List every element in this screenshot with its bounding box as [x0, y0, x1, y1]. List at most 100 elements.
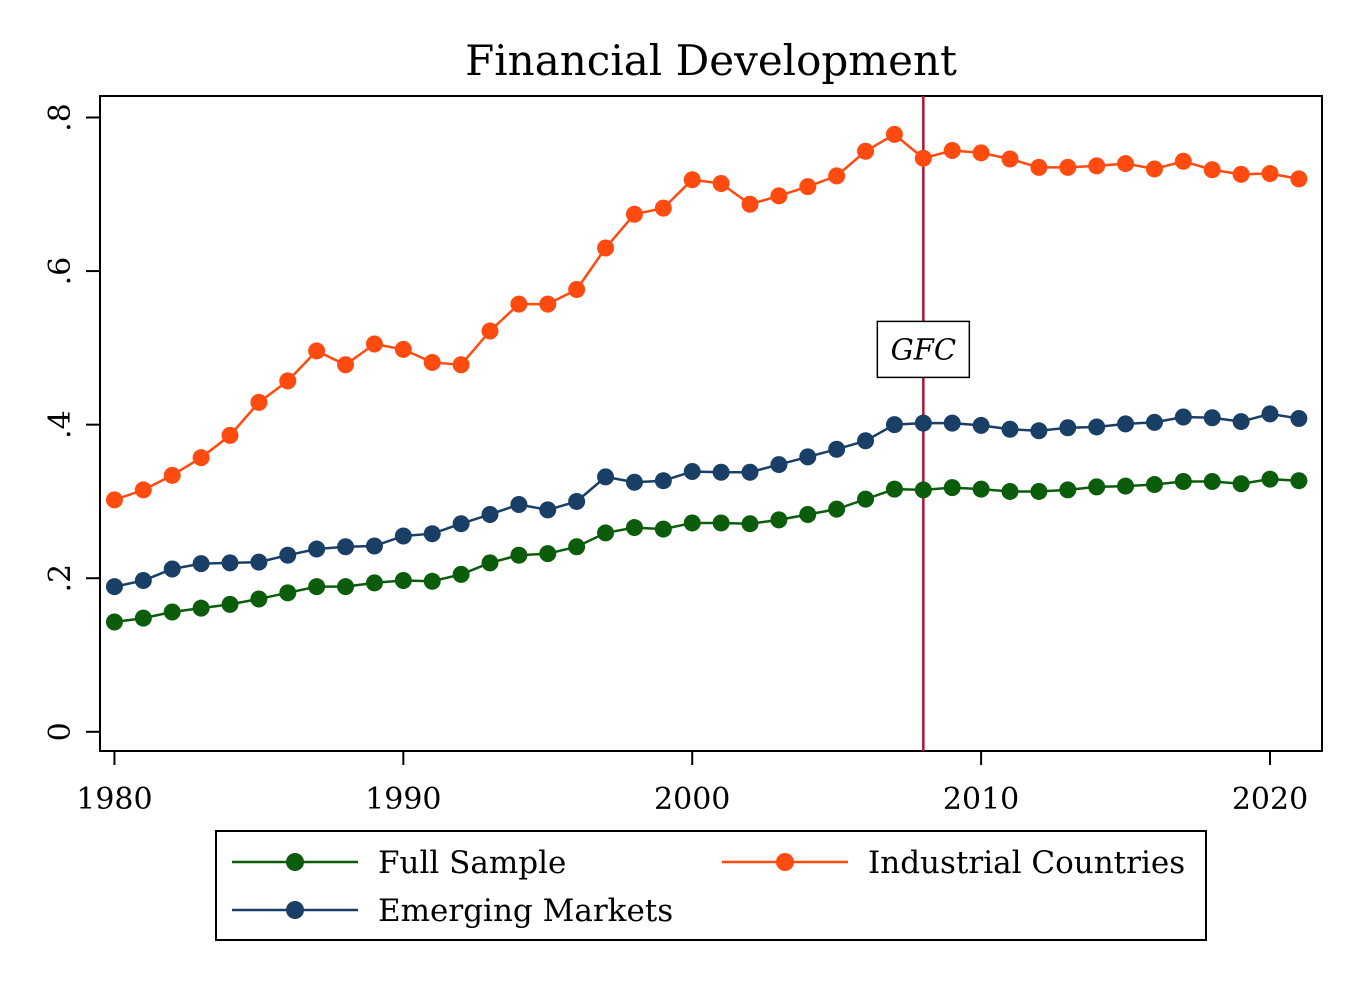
data-point [1117, 415, 1135, 433]
data-point [1001, 482, 1019, 500]
data-point [394, 340, 412, 358]
data-point [799, 505, 817, 523]
data-point [105, 578, 123, 596]
x-tick-label: 2020 [1232, 782, 1308, 817]
y-axis: 0 .2 .4 .6 .8 [43, 103, 100, 741]
data-point [857, 432, 875, 450]
data-point [365, 335, 383, 353]
x-tick-label: 1990 [365, 782, 441, 817]
data-point [568, 492, 586, 510]
data-point [221, 426, 239, 444]
data-point [481, 554, 499, 572]
data-point [1290, 170, 1308, 188]
x-axis: 1980 1990 2000 2010 2020 [76, 751, 1308, 817]
data-point [914, 149, 932, 167]
data-point [134, 481, 152, 499]
data-point [192, 599, 210, 617]
x-tick-label: 1980 [76, 782, 152, 817]
data-point [1290, 410, 1308, 428]
data-point [1232, 413, 1250, 431]
y-tick-label: .8 [43, 103, 78, 132]
gfc-label: GFC [891, 332, 956, 366]
data-point [1261, 165, 1279, 183]
data-point [1145, 476, 1163, 494]
legend-label: Full Sample [378, 845, 566, 881]
data-point [250, 590, 268, 608]
data-point [654, 199, 672, 217]
data-point [192, 555, 210, 573]
data-point [394, 527, 412, 545]
data-point [741, 195, 759, 213]
data-point [134, 572, 152, 590]
data-point [885, 416, 903, 434]
data-point [1145, 160, 1163, 178]
data-point [163, 603, 181, 621]
legend-label: Industrial Countries [868, 845, 1185, 881]
data-point [943, 414, 961, 432]
data-point [712, 175, 730, 193]
data-point [510, 295, 528, 313]
data-point [539, 295, 557, 313]
data-point [365, 574, 383, 592]
data-point [568, 281, 586, 299]
data-point [597, 239, 615, 257]
data-point [1261, 405, 1279, 423]
data-point [481, 505, 499, 523]
data-point [1145, 413, 1163, 431]
data-point [712, 463, 730, 481]
data-point [683, 514, 701, 532]
data-point [625, 205, 643, 223]
y-tick-label: .6 [43, 257, 78, 286]
data-point [654, 520, 672, 538]
data-point [712, 514, 730, 532]
data-point [423, 353, 441, 371]
legend-item: Industrial Countries [722, 845, 1185, 881]
data-point [308, 540, 326, 558]
data-point [423, 525, 441, 543]
data-point [1088, 157, 1106, 175]
data-point [914, 414, 932, 432]
legend-swatch-marker [286, 853, 304, 871]
data-point [625, 519, 643, 537]
data-point [1117, 477, 1135, 495]
data-point [683, 171, 701, 189]
data-point [828, 167, 846, 185]
legend: Full Sample Industrial Countries Emerging … [215, 830, 1207, 941]
data-point [770, 511, 788, 529]
data-point [452, 565, 470, 583]
data-point [250, 553, 268, 571]
data-point [597, 524, 615, 542]
data-point [943, 142, 961, 160]
data-point [279, 546, 297, 564]
legend-label: Emerging Markets [378, 893, 673, 929]
data-point [394, 572, 412, 590]
data-point [1203, 472, 1221, 490]
data-point [1232, 165, 1250, 183]
data-point [423, 572, 441, 590]
data-point [1059, 419, 1077, 437]
data-point [972, 144, 990, 162]
data-point [1261, 470, 1279, 488]
data-point [1232, 475, 1250, 493]
data-point [1203, 161, 1221, 179]
data-point [568, 538, 586, 556]
series-full-sample [105, 470, 1308, 631]
data-point [337, 356, 355, 374]
data-point [1001, 150, 1019, 168]
data-point [1117, 155, 1135, 173]
data-point [105, 613, 123, 631]
data-point [914, 481, 932, 499]
data-point [510, 546, 528, 564]
data-point [654, 472, 672, 490]
data-point [337, 538, 355, 556]
data-point [799, 178, 817, 196]
data-point [1030, 158, 1048, 176]
data-point [828, 500, 846, 518]
y-tick-label: 0 [43, 722, 78, 741]
data-point [1059, 481, 1077, 499]
series-emerging-markets [105, 405, 1308, 596]
data-point [163, 560, 181, 578]
y-tick-label: .4 [43, 410, 78, 439]
y-tick-label: .2 [43, 564, 78, 593]
data-point [683, 462, 701, 480]
